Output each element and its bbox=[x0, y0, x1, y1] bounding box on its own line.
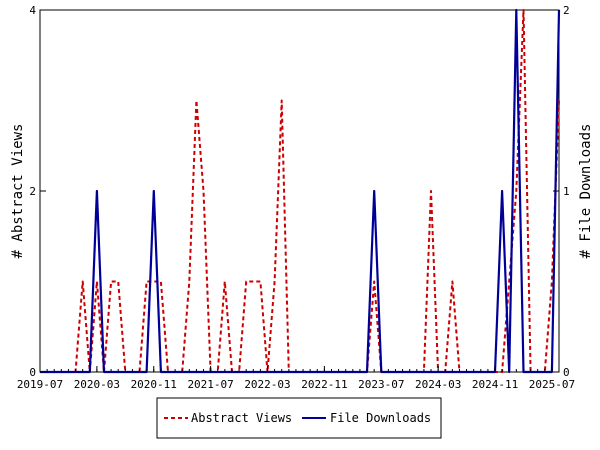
x-tick-label: 2024-11 bbox=[472, 378, 518, 391]
x-tick-label: 2023-07 bbox=[358, 378, 404, 391]
legend-box bbox=[156, 397, 442, 439]
y-left-tick-label: 0 bbox=[29, 366, 36, 379]
x-tick-label: 2020-03 bbox=[74, 378, 120, 391]
x-tick-label: 2022-03 bbox=[244, 378, 290, 391]
series-line-file-downloads bbox=[40, 8, 561, 374]
y-right-tick-label: 2 bbox=[563, 4, 570, 17]
legend: Abstract Views File Downloads bbox=[156, 397, 442, 439]
x-tick-label: 2021-07 bbox=[187, 378, 233, 391]
y-left-tick-label: 4 bbox=[29, 4, 36, 17]
x-tick-label: 2022-11 bbox=[301, 378, 347, 391]
left-axis-title: # Abstract Views bbox=[10, 124, 26, 259]
x-tick-label: 2024-03 bbox=[415, 378, 461, 391]
right-axis-title: # File Downloads bbox=[578, 124, 594, 259]
x-tick-label: 2019-07 bbox=[17, 378, 63, 391]
plot-area bbox=[39, 9, 560, 373]
x-tick-label: 2025-07 bbox=[529, 378, 575, 391]
series-layer bbox=[40, 8, 561, 374]
y-right-tick-label: 0 bbox=[563, 366, 570, 379]
y-left-tick-label: 2 bbox=[29, 185, 36, 198]
axis-layer: 2019-07 2020-03 2020-11 2021-07 2022-03 2022-… bbox=[17, 4, 575, 391]
x-tick-label: 2020-11 bbox=[131, 378, 177, 391]
y-right-tick-label: 1 bbox=[563, 185, 570, 198]
legend-label-abstract-views: Abstract Views bbox=[191, 411, 292, 425]
legend-label-file-downloads: File Downloads bbox=[330, 411, 431, 425]
